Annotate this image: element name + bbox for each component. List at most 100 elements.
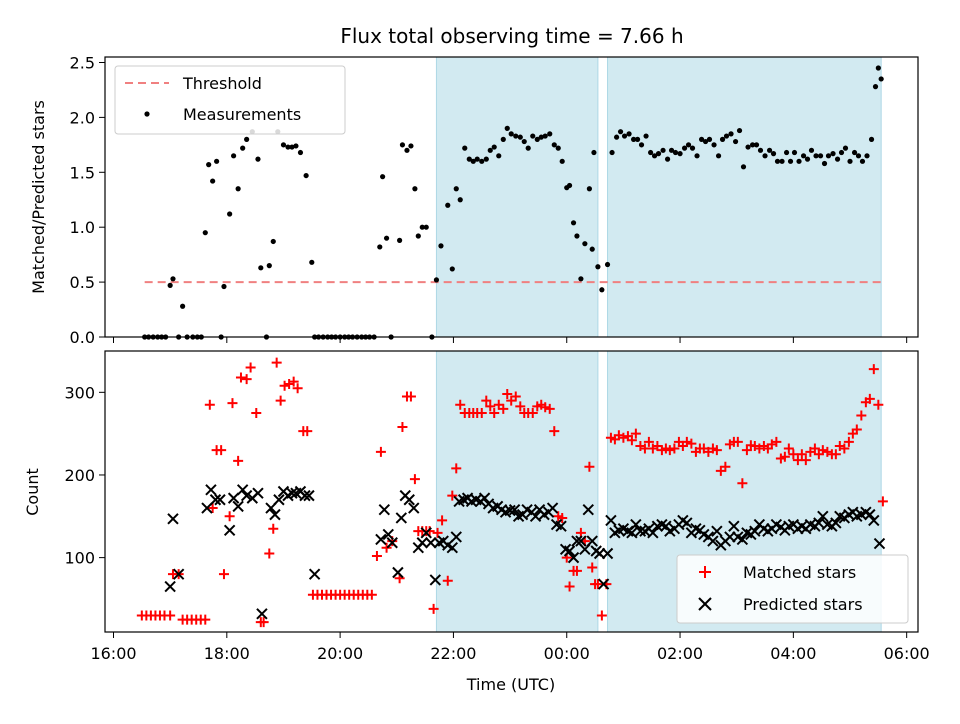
bottom-series-0-point-15 [204,399,215,410]
top-series-1-point-160 [825,153,832,159]
bottom-series-1-point-145 [873,537,886,550]
bottom-series-1-point-29 [386,537,398,549]
top-series-1-point-15 [206,162,212,168]
top-series-1-point-21 [231,153,237,159]
bottom-series-1-point-132 [817,510,829,523]
bottom-series-1-point-30 [392,566,404,579]
x-axis-label: Time (UTC) [466,675,555,694]
top-series-1-point-54 [377,244,383,250]
x-tick-label-7: 06:00 [884,644,930,663]
top-series-1-point-75 [470,158,476,164]
bottom-series-1-point-116 [749,525,761,537]
top-series-1-point-96 [559,158,565,164]
bottom-series-1-point-144 [868,514,880,527]
bottom-series-1-point-111 [728,520,740,532]
top-series-1-point-101 [578,276,584,282]
bottom-series-1-point-39 [429,574,442,586]
top-series-1-point-36 [297,149,304,156]
top-series-1-point-59 [399,142,406,148]
top-series-1-point-37 [303,172,309,179]
bottom-series-0-point-65 [424,526,435,537]
top-series-1-point-60 [404,147,410,153]
top-series-1-point-173 [878,76,884,82]
bottom-shaded-region-0 [435,350,599,633]
bottom-series-0-point-60 [405,391,416,402]
top-series-1-point-27 [258,265,264,271]
top-series-1-point-32 [280,142,287,148]
top-series-1-point-85 [513,133,519,139]
bottom-series-1-point-13 [252,487,264,499]
top-shaded-region-0 [435,56,599,338]
bottom-y-tick-label-1: 200 [64,466,95,485]
top-series-1-point-155 [804,156,811,162]
top-series-1-point-119 [651,153,658,159]
x-tick-label-5: 02:00 [657,644,703,663]
bottom-series-0-point-66 [428,603,439,614]
top-series-1-point-73 [462,145,468,151]
bottom-series-0-point-83 [502,388,513,399]
top-series-1-point-121 [660,147,666,153]
bottom-series-0-point-164 [839,443,850,454]
top-series-1-point-88 [525,145,531,151]
bottom-series-1-point-89 [634,525,647,537]
top-series-1-point-152 [791,149,798,156]
bottom-series-1-point-11 [240,489,253,502]
bottom-series-0-point-170 [864,393,875,404]
x-tick-label-2: 20:00 [317,644,363,663]
top-series-1-point-135 [719,136,726,142]
top-series-1-point-113 [626,131,632,137]
bottom-series-1-point-106 [707,535,719,547]
bottom-series-1-point-38 [425,537,437,549]
bottom-series-0-point-78 [481,395,492,406]
top-series-1-point-94 [551,142,557,148]
top-series-1-point-122 [664,156,671,162]
bottom-series-0-point-171 [868,364,879,375]
bottom-series-1-point-87 [626,527,638,539]
bottom-series-0-point-155 [800,455,811,466]
bottom-series-1-point-77 [586,535,598,547]
bottom-series-1-point-37 [420,527,432,539]
bottom-series-0-point-136 [720,461,731,472]
bottom-series-0-point-162 [830,449,841,460]
bottom-series-0-point-24 [241,374,252,385]
bottom-series-0-point-96 [557,512,568,523]
top-series-1-point-17 [214,158,220,164]
top-series-1-point-129 [694,153,700,159]
bottom-series-0-point-36 [292,383,303,394]
legend-predicted-swatch [698,597,712,611]
bottom-series-1-point-17 [273,494,285,506]
x-tick-label-1: 18:00 [204,644,250,663]
top-series-1-point-159 [821,160,828,167]
top-series-1-point-109 [609,149,615,156]
top-series-1-point-33 [285,144,291,150]
top-series-1-point-169 [864,153,870,159]
bottom-series-0-point-165 [843,436,854,447]
bottom-series-0-point-168 [856,410,867,421]
bottom-series-1-point-3 [201,502,213,514]
bottom-series-1-point-51 [478,492,491,504]
bottom-series-0-point-33 [279,380,290,391]
top-series-1-point-141 [745,144,751,150]
bottom-series-1-point-31 [395,512,408,524]
top-series-1-point-136 [723,133,730,139]
bottom-series-0-point-22 [233,455,244,466]
top-series-1-point-161 [830,151,836,157]
top-series-1-point-172 [875,65,881,71]
bottom-series-0-point-70 [447,490,458,501]
top-series-1-point-131 [702,138,709,145]
top-series-1-point-71 [453,186,459,192]
top-series-1-point-89 [530,133,536,139]
bottom-series-0-point-32 [275,395,286,406]
top-series-1-point-150 [783,149,790,156]
top-series-1-point-118 [647,149,654,156]
bottom-series-1-point-43 [446,541,459,554]
top-series-1-point-30 [270,238,276,245]
top-series-1-point-68 [438,243,444,249]
top-series-1-point-81 [496,153,502,159]
bottom-series-0-point-159 [817,445,828,456]
top-shaded-region-1 [607,56,882,338]
top-plot-frame [104,56,919,338]
bottom-series-0-point-93 [544,403,555,414]
top-series-1-point-19 [221,283,227,290]
legend-matched-swatch [699,566,711,578]
